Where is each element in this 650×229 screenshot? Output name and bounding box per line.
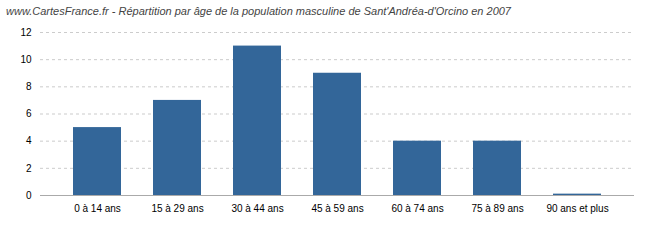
svg-text:60 à 74 ans: 60 à 74 ans — [391, 203, 443, 214]
svg-text:90 ans et plus: 90 ans et plus — [546, 203, 608, 214]
svg-text:4: 4 — [26, 135, 32, 146]
svg-text:8: 8 — [26, 81, 32, 92]
svg-text:6: 6 — [26, 108, 32, 119]
svg-text:45 à 59 ans: 45 à 59 ans — [311, 203, 363, 214]
svg-text:15 à 29 ans: 15 à 29 ans — [151, 203, 203, 214]
svg-text:10: 10 — [20, 54, 32, 65]
svg-text:2: 2 — [26, 163, 32, 174]
svg-text:30 à 44 ans: 30 à 44 ans — [231, 203, 283, 214]
svg-text:75 à 89 ans: 75 à 89 ans — [471, 203, 523, 214]
svg-text:0: 0 — [26, 190, 32, 201]
html-text:www.CartesFrance.fr - Répartit: www.CartesFrance.fr - Répartition par âg… — [6, 5, 511, 17]
svg-text:12: 12 — [20, 27, 32, 38]
svg-text:0 à 14 ans: 0 à 14 ans — [74, 203, 121, 214]
